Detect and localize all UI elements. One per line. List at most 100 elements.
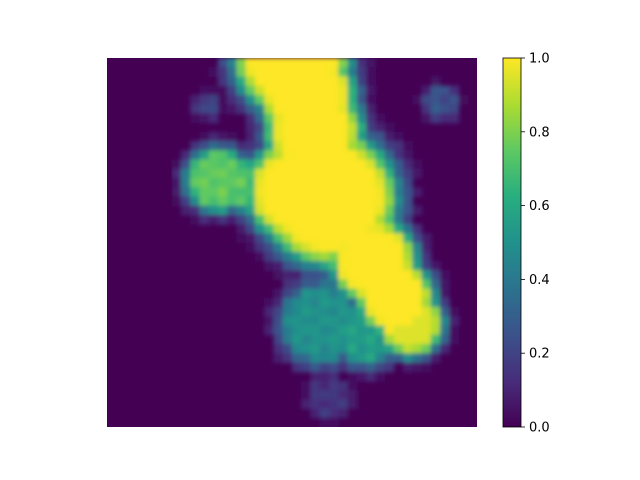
heatmap-cell (338, 297, 349, 308)
heatmap-cell (301, 131, 312, 142)
heatmap-cell (264, 251, 275, 262)
heatmap-cell (218, 214, 228, 225)
heatmap-cell (292, 288, 302, 299)
heatmap-cell (329, 270, 339, 280)
heatmap-cell (292, 205, 302, 216)
heatmap-cell (347, 205, 358, 216)
heatmap-cell (347, 187, 358, 197)
heatmap-cell (375, 353, 386, 364)
heatmap-cell (440, 104, 450, 114)
heatmap-cell (329, 85, 339, 96)
heatmap-cell (430, 353, 441, 364)
heatmap-cell (440, 94, 450, 105)
heatmap-cell (338, 408, 349, 419)
heatmap-cell (301, 177, 312, 188)
heatmap-cell (245, 141, 256, 151)
heatmap-cell (347, 76, 358, 87)
heatmap-cell (245, 159, 256, 170)
heatmap-cell (329, 150, 339, 161)
heatmap-cell (440, 307, 450, 317)
heatmap-cell (319, 251, 330, 262)
heatmap-cell (356, 168, 367, 179)
heatmap-cell (329, 168, 339, 179)
heatmap-cell (356, 260, 367, 271)
heatmap-cell (255, 242, 265, 253)
heatmap-cell (218, 196, 228, 207)
heatmap-cell (236, 94, 247, 105)
heatmap-cell (273, 177, 284, 188)
heatmap-cell (273, 131, 284, 142)
heatmap-cell (403, 297, 413, 308)
heatmap-cell (245, 76, 256, 87)
colorbar-tick-label: 0.2 (529, 347, 550, 362)
heatmap-cell (393, 334, 404, 345)
heatmap-cell (356, 187, 367, 197)
heatmap-cell (208, 94, 219, 105)
heatmap-cell (208, 141, 219, 151)
heatmap-cell (245, 224, 256, 234)
heatmap-cell (301, 343, 312, 354)
heatmap-cell (245, 205, 256, 216)
heatmap-cell (375, 242, 386, 253)
heatmap-cell (319, 224, 330, 234)
heatmap-cell (264, 297, 275, 308)
heatmap-cell (384, 260, 395, 271)
heatmap-cell (310, 187, 321, 197)
heatmap-cell (319, 233, 330, 244)
heatmap-cell (190, 177, 201, 188)
heatmap-cell (292, 67, 302, 78)
heatmap-cell (430, 85, 441, 96)
heatmap-cell (273, 85, 284, 96)
heatmap-cell (329, 205, 339, 216)
heatmap-cell (375, 270, 386, 280)
heatmap-cell (171, 187, 182, 197)
heatmap-cell (412, 307, 423, 317)
colorbar-frame (502, 57, 522, 428)
heatmap-cell (384, 362, 395, 373)
heatmap-cell (356, 279, 367, 290)
heatmap-cell (301, 279, 312, 290)
heatmap-cell (412, 233, 423, 244)
heatmap-cell (356, 214, 367, 225)
heatmap-cell (338, 113, 349, 124)
heatmap-cell (282, 233, 293, 244)
heatmap-cell (310, 408, 321, 419)
heatmap-cell (366, 104, 376, 114)
heatmap-cell (356, 67, 367, 78)
heatmap-cell (190, 168, 201, 179)
heatmap-cell (301, 251, 312, 262)
heatmap-cell (171, 196, 182, 207)
heatmap-cell (329, 307, 339, 317)
heatmap-cell (384, 196, 395, 207)
heatmap-cell (218, 177, 228, 188)
heatmap-cell (440, 334, 450, 345)
heatmap-cell (366, 168, 376, 179)
heatmap-cell (329, 408, 339, 419)
heatmap-cell (310, 131, 321, 142)
heatmap-cell (384, 205, 395, 216)
heatmap-image (107, 58, 477, 427)
heatmap-cell (375, 288, 386, 299)
heatmap-cell (273, 76, 284, 87)
heatmap-cell (227, 187, 238, 197)
heatmap-cell (199, 205, 210, 216)
heatmap-cell (292, 353, 302, 364)
heatmap-cell (319, 297, 330, 308)
heatmap-cell (366, 205, 376, 216)
heatmap-cell (264, 260, 275, 271)
heatmap-cell (347, 334, 358, 345)
heatmap-cell (310, 325, 321, 336)
heatmap-cell (255, 113, 265, 124)
heatmap-cell (393, 187, 404, 197)
heatmap-cell (393, 251, 404, 262)
heatmap-cell (384, 150, 395, 161)
heatmap-cell (329, 343, 339, 354)
heatmap-cell (319, 187, 330, 197)
heatmap-cell (310, 334, 321, 345)
heatmap-cell (384, 279, 395, 290)
heatmap-cell (310, 205, 321, 216)
heatmap-cell (292, 196, 302, 207)
heatmap-cell (449, 104, 460, 114)
heatmap-cell (236, 196, 247, 207)
